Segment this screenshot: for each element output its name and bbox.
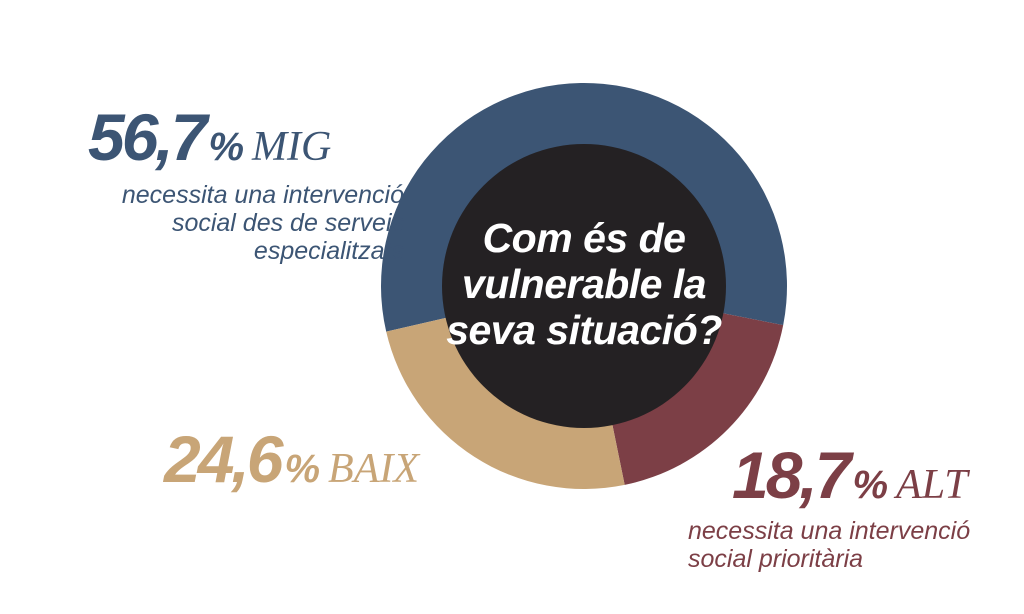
category-mig: MIG (252, 124, 332, 170)
value-baix: 24,6 (164, 422, 283, 496)
pct-baix: % (284, 447, 321, 491)
label-alt-head: 18,7% ALT (732, 442, 988, 509)
donut-center-circle (442, 144, 726, 428)
value-alt: 18,7 (732, 438, 851, 512)
category-alt: ALT (896, 462, 968, 508)
label-mig: 56,7% MIG necessita una intervenció socia… (88, 104, 404, 265)
pct-alt: % (852, 463, 889, 507)
label-mig-head: 56,7% MIG (88, 104, 388, 171)
category-baix: BAIX (328, 446, 419, 492)
chart-title: Com és de vulnerable la seva situació? (446, 215, 722, 353)
value-mig: 56,7 (88, 100, 207, 174)
description-alt: necessita una intervenció social priorit… (688, 517, 971, 573)
label-alt: 18,7% ALT necessita una intervenció socia… (688, 442, 988, 573)
pct-mig: % (208, 125, 245, 169)
description-mig: necessita una intervenció social des de … (121, 181, 404, 265)
label-baix: 24,6% BAIX (164, 426, 419, 493)
